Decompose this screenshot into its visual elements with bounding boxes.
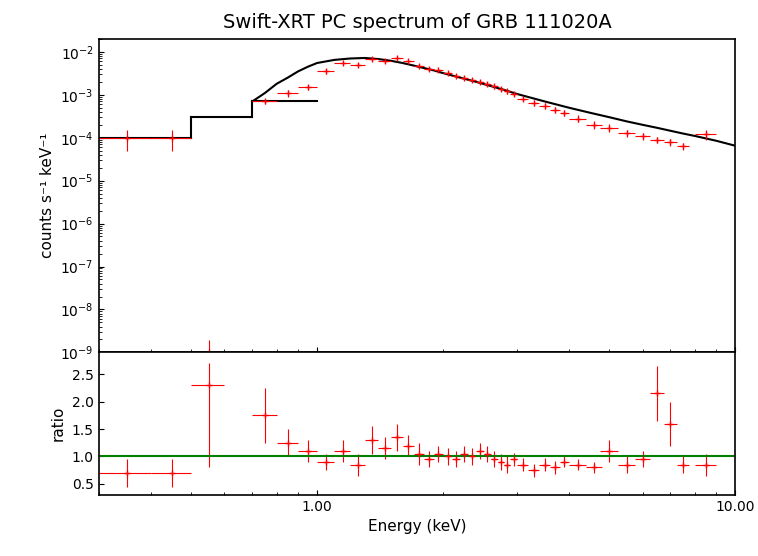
Title: Swift-XRT PC spectrum of GRB 111020A: Swift-XRT PC spectrum of GRB 111020A (223, 13, 611, 32)
Y-axis label: counts s⁻¹ keV⁻¹: counts s⁻¹ keV⁻¹ (39, 133, 55, 259)
Y-axis label: ratio: ratio (51, 406, 66, 441)
X-axis label: Energy (keV): Energy (keV) (368, 519, 466, 534)
